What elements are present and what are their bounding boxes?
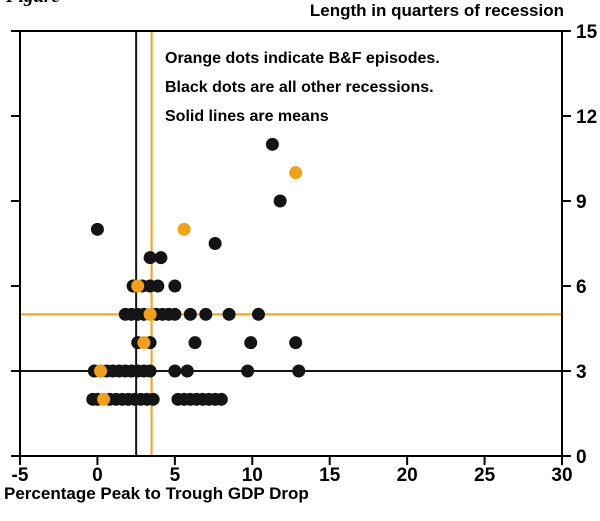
recession-dot	[143, 251, 157, 265]
annotation-line-means: Solid lines are means	[165, 108, 329, 125]
bf-episode-dot	[177, 222, 191, 236]
annotation-line-orange: Orange dots indicate B&F episodes.	[165, 50, 440, 67]
x-tick-label: 5	[170, 465, 181, 486]
x-tick-label: -5	[12, 465, 29, 486]
recession-dot	[292, 364, 306, 378]
recession-dot	[199, 307, 213, 321]
bf-episode-dot	[97, 392, 111, 406]
bf-episode-dot	[131, 279, 145, 293]
recession-dot	[273, 194, 287, 208]
x-tick-label: 30	[551, 465, 572, 486]
y-tick-label: 6	[576, 277, 587, 298]
recession-dot	[183, 307, 197, 321]
recession-dot	[214, 392, 228, 406]
recession-dot	[168, 364, 182, 378]
x-tick-label: 10	[242, 465, 263, 486]
x-tick-label: 25	[474, 465, 496, 486]
legend-annotation: Orange dots indicate B&F episodes. Black…	[165, 44, 440, 131]
y-tick-label: 9	[576, 192, 587, 213]
recession-dot	[168, 279, 182, 293]
bf-episode-dot	[143, 307, 157, 321]
recession-dot	[251, 307, 265, 321]
recession-dot	[208, 237, 222, 250]
x-tick-label: 0	[92, 465, 103, 486]
recession-dot	[146, 392, 160, 406]
x-tick-label: 20	[397, 465, 418, 486]
bf-episode-dot	[289, 166, 303, 180]
recession-dot	[180, 364, 194, 378]
recession-dot	[90, 222, 104, 236]
y-tick-label: 3	[576, 362, 587, 383]
y-tick-label: 15	[576, 22, 598, 43]
recession-dot	[168, 307, 182, 321]
recession-dot	[289, 336, 303, 350]
cropped-caption-text: Figure	[6, 0, 166, 8]
bf-episode-dot	[137, 336, 151, 350]
recession-dot	[244, 336, 258, 350]
cropped-figure-caption: Figure	[6, 0, 166, 8]
plot-border	[19, 30, 563, 457]
recession-dot	[265, 137, 279, 151]
x-axis-label: Percentage Peak to Trough GDP Drop	[4, 484, 309, 503]
recession-dot	[143, 364, 157, 378]
recession-dot	[222, 307, 236, 321]
bf-episode-dot	[94, 364, 108, 378]
recession-dot	[188, 336, 202, 350]
recession-dot	[241, 364, 255, 378]
chart-title: Length in quarters of recession	[309, 1, 564, 20]
recession-dot	[154, 251, 168, 265]
annotation-line-black: Black dots are all other recessions.	[165, 79, 434, 96]
y-tick-label: 12	[576, 107, 597, 128]
y-tick-label: 0	[576, 447, 587, 468]
recession-dot	[151, 279, 165, 293]
x-tick-label: 15	[319, 465, 341, 486]
